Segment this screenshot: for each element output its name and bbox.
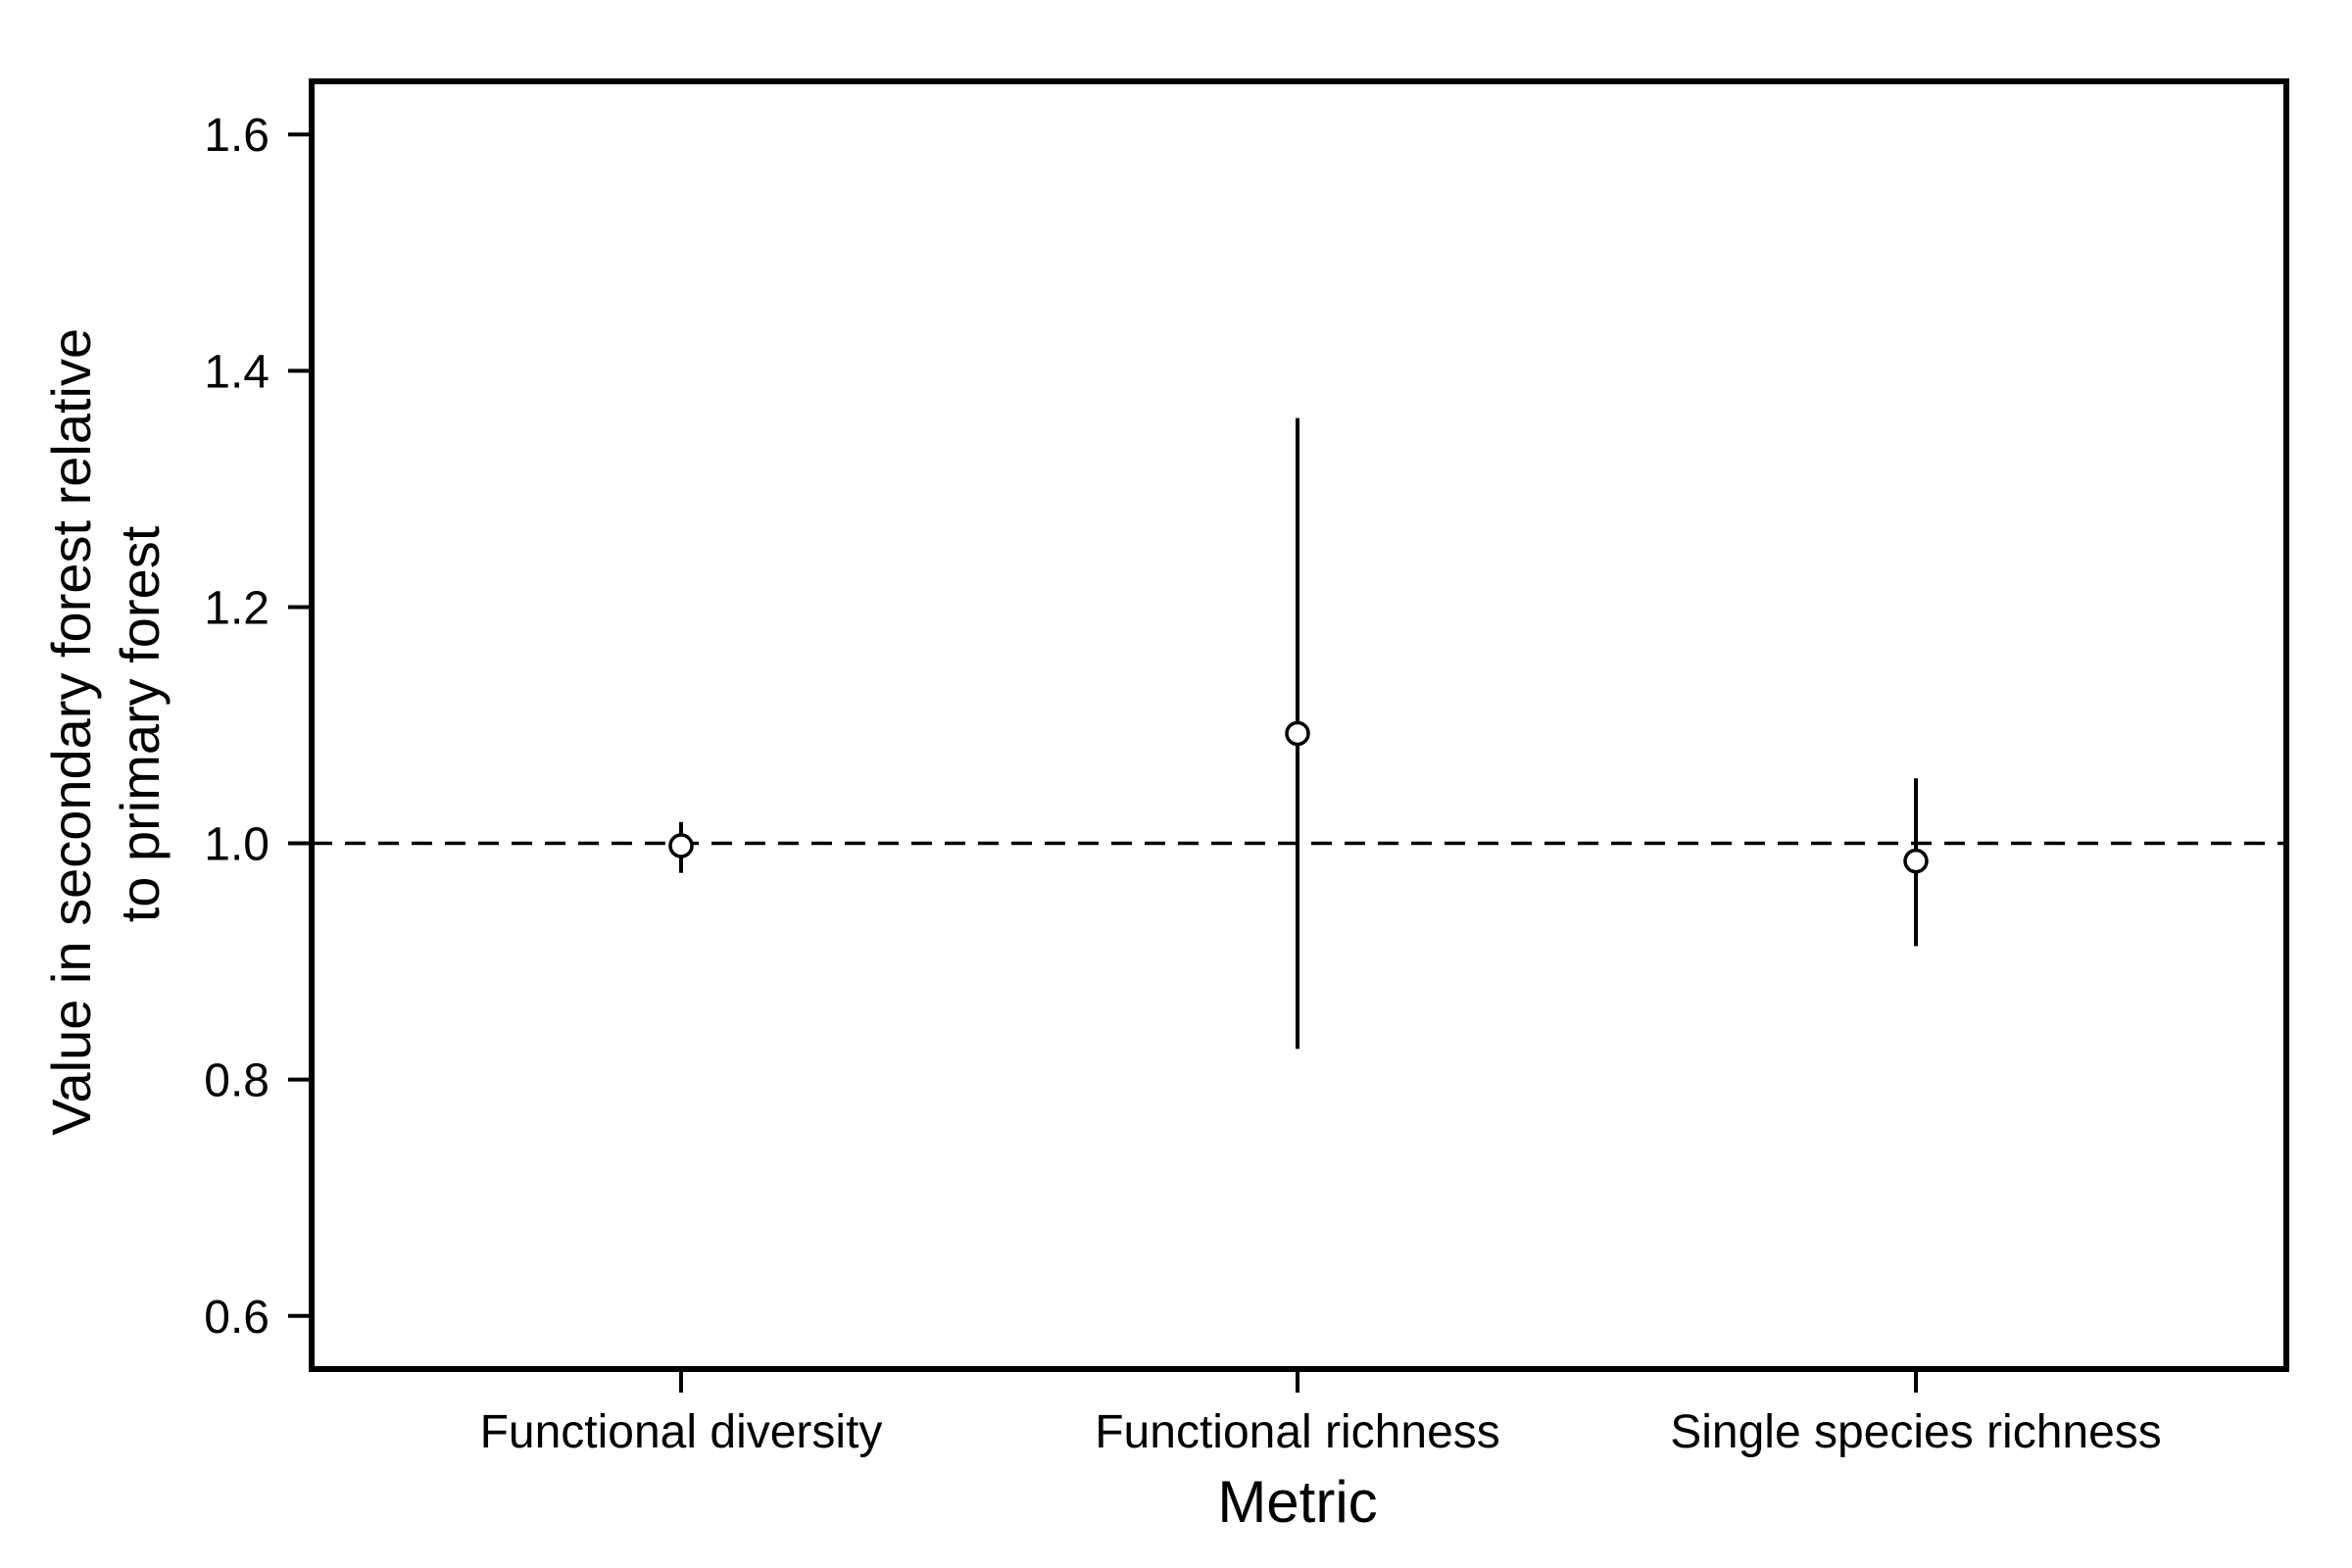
y-tick-label: 1.4 [204,346,270,398]
y-axis-title-line-1: Value in secondary forest relative [40,328,102,1136]
data-point [1903,848,1929,874]
x-tick-label: Functional diversity [480,1406,883,1458]
y-axis: 0.6 0.8 1.0 1.2 1.4 1.6 [204,110,312,1344]
y-tick-label: 1.6 [204,110,270,162]
x-axis: Functional diversity Functional richness S… [480,1369,2162,1458]
y-axis-title: Value in secondary forest relative to pr… [40,313,171,1135]
y-tick-label: 0.8 [204,1055,270,1107]
data-point [1285,720,1310,747]
data-marks [668,417,1929,1050]
plot-frame [309,78,2289,1372]
y-tick-label: 1.2 [204,582,270,634]
y-tick-label: 1.0 [204,819,270,871]
y-axis-title-line-2: to primary forest [109,525,171,922]
x-axis-title: Metric [1217,1469,1377,1535]
x-tick-label: Functional richness [1095,1406,1500,1458]
y-tick-label: 0.6 [204,1292,270,1344]
data-point [668,833,694,858]
x-tick-label: Single species richness [1670,1406,2162,1458]
